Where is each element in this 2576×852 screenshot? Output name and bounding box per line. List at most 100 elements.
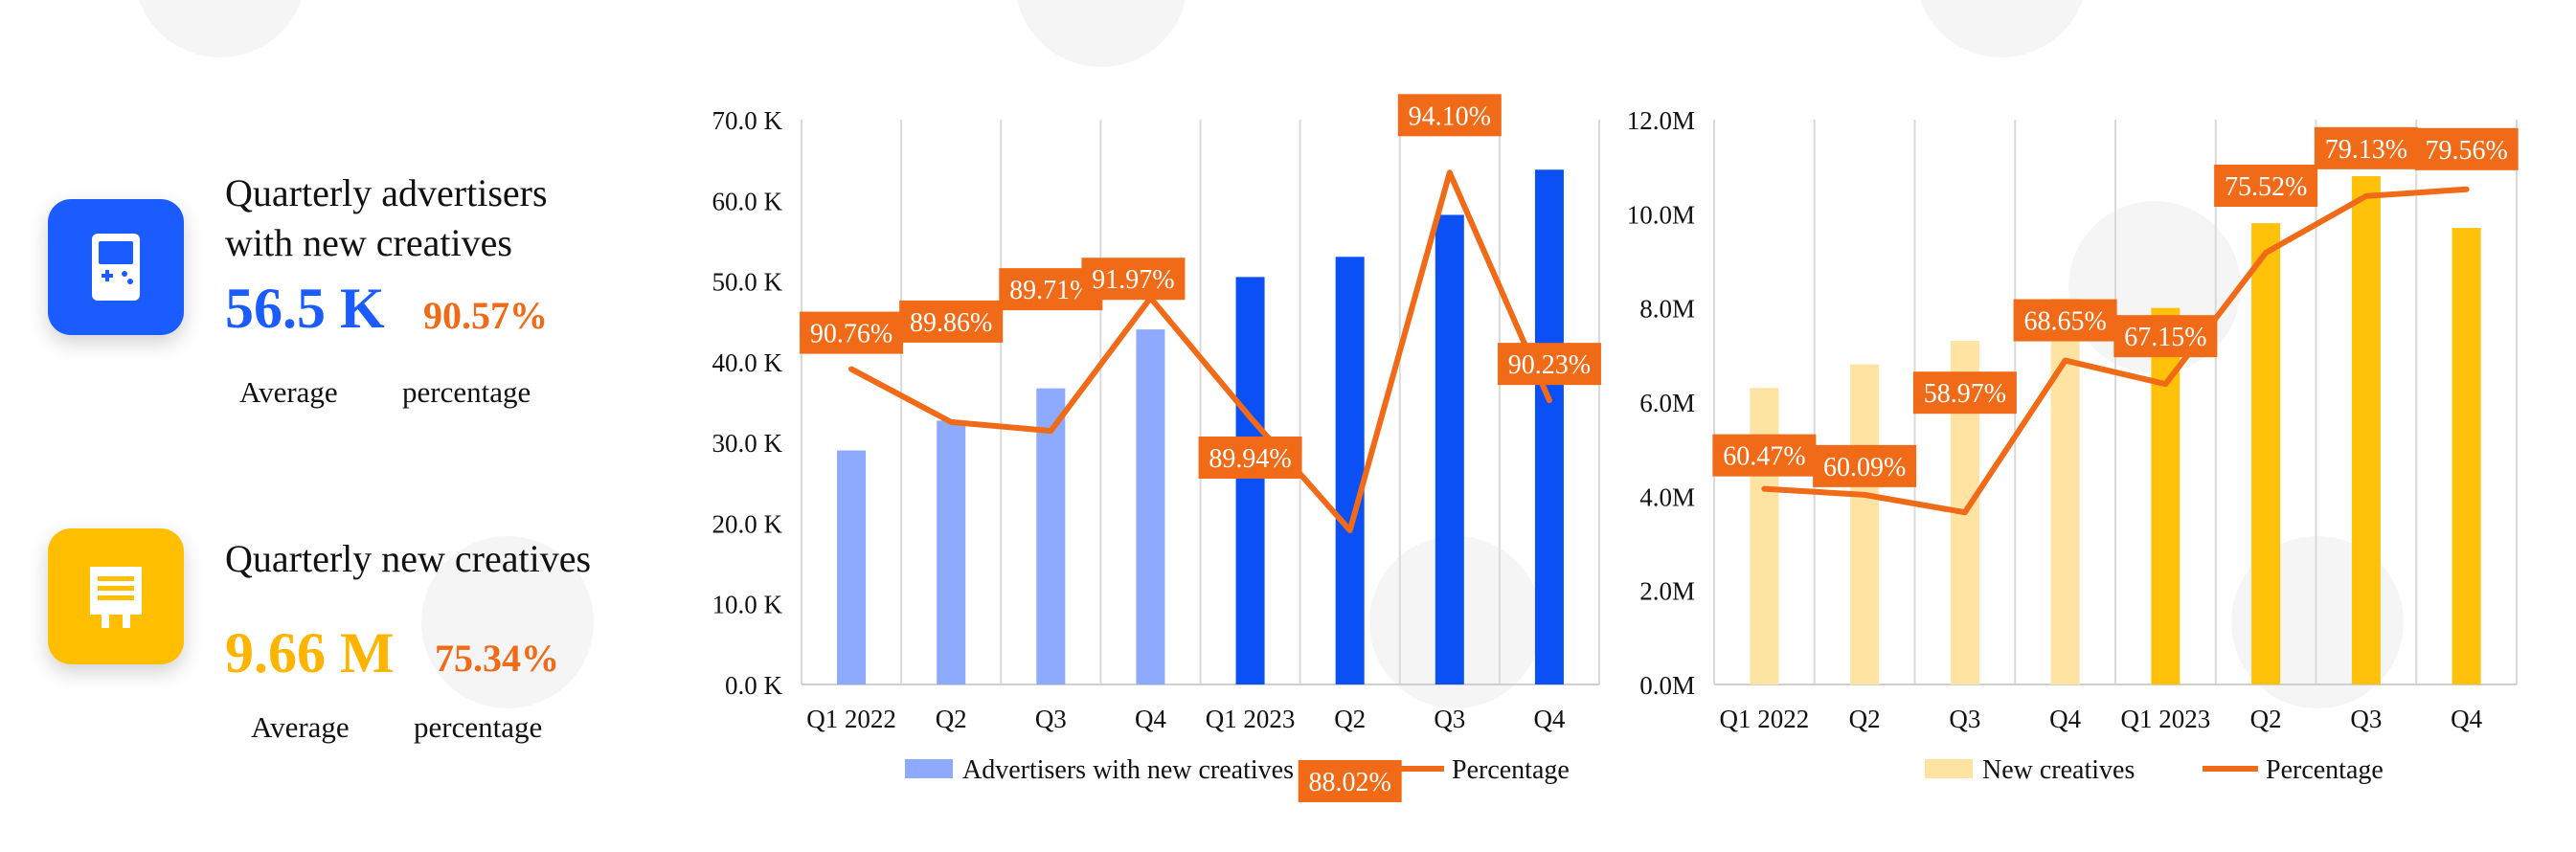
x-tick-label: Q2 — [936, 705, 967, 733]
kpi-title: Quarterly advertisers with new creatives — [225, 171, 548, 264]
y-tick-label: 8.0M — [1639, 295, 1695, 324]
data-label-box — [899, 300, 1004, 343]
bar — [2452, 228, 2481, 685]
watermark-logo — [134, 0, 306, 57]
y-tick-label: 6.0M — [1639, 389, 1695, 417]
bar — [1435, 214, 1464, 684]
bar — [837, 450, 867, 684]
data-label: 89.71% — [1009, 276, 1092, 305]
data-label-box — [2314, 126, 2418, 169]
bar — [1036, 388, 1066, 684]
data-label-box — [1397, 94, 1502, 137]
data-label-box — [800, 311, 904, 354]
data-label-box — [1497, 343, 1601, 386]
data-label-box — [2113, 315, 2218, 358]
data-label: 75.52% — [2225, 172, 2307, 202]
data-label-box — [1081, 258, 1186, 301]
data-label: 90.23% — [1508, 350, 1591, 380]
kpi-average-label: Average — [239, 375, 338, 409]
data-label-box — [2013, 299, 2117, 342]
bar — [2351, 176, 2381, 684]
x-tick-label: Q4 — [2451, 705, 2482, 733]
x-tick-label: Q1 2023 — [2121, 705, 2211, 733]
bar — [1335, 257, 1365, 684]
creatives-chart: 0.0M 2.0M 4.0M 6.0M 8.0M 10.0M 12.0M Q1 2022 Q2 Q… — [1627, 106, 2519, 785]
y-tick-label: 2.0M — [1639, 577, 1695, 606]
x-tick-label: Q1 2022 — [1720, 705, 1810, 733]
bar — [2251, 223, 2281, 684]
data-label-box — [1298, 759, 1402, 802]
game-console-icon — [48, 199, 184, 335]
bar — [2151, 307, 2181, 684]
data-label: 60.09% — [1823, 453, 1906, 482]
bar — [2050, 298, 2080, 684]
legend-label: Advertisers with new creatives — [962, 755, 1294, 785]
y-tick-label: 12.0M — [1627, 106, 1695, 135]
bar — [937, 420, 966, 684]
kpi-percentage-value: 90.57% — [423, 294, 548, 337]
data-label: 79.56% — [2425, 136, 2507, 166]
x-tick-label: Q3 — [1035, 705, 1067, 733]
x-tick-label: Q4 — [1135, 705, 1166, 733]
bar — [1136, 329, 1165, 684]
data-label: 94.10% — [1409, 101, 1491, 131]
data-label: 89.86% — [910, 308, 992, 338]
y-tick-label: 40.0 K — [712, 348, 783, 377]
x-tick-label: Q3 — [2350, 705, 2382, 733]
advertisers-chart: 0.0 K 10.0 K 20.0 K 30.0 K 40.0 K 50.0 K 60.0 … — [712, 94, 1601, 802]
data-label: 68.65% — [2023, 307, 2106, 337]
kpi-average-value: 56.5 K — [225, 277, 385, 340]
x-tick-label: Q3 — [1949, 705, 1980, 733]
kpi-average-value: 9.66 M — [225, 621, 395, 684]
kpi-average-label: Average — [251, 710, 350, 744]
bar — [1850, 364, 1880, 684]
x-tick-label: Q2 — [2250, 705, 2282, 733]
x-tick-label: Q4 — [1533, 705, 1565, 733]
data-label: 90.76% — [810, 320, 893, 349]
y-tick-label: 4.0M — [1639, 482, 1695, 511]
y-tick-label: 30.0 K — [712, 429, 783, 458]
watermark-logo — [421, 536, 594, 708]
x-tick-label: Q1 2022 — [806, 705, 896, 733]
x-tick-label: Q2 — [1849, 705, 1881, 733]
bar — [1750, 388, 1779, 684]
data-label: 79.13% — [2325, 135, 2407, 165]
legend-swatch — [905, 759, 953, 778]
data-label: 58.97% — [1924, 379, 2006, 409]
data-label: 91.97% — [1092, 265, 1174, 295]
data-label-box — [1198, 436, 1302, 479]
percentage-line — [1761, 186, 2470, 516]
data-label: 89.94% — [1209, 444, 1291, 474]
kpi-percentage-label: percentage — [402, 375, 531, 409]
percentage-line — [848, 169, 1552, 533]
y-tick-label: 0.0 K — [725, 671, 783, 700]
watermark-logo — [1915, 0, 2088, 57]
kpi-percentage-value: 75.34% — [435, 637, 559, 680]
x-tick-label: Q4 — [2049, 705, 2081, 733]
watermark-logo — [1015, 0, 1187, 67]
data-label: 88.02% — [1309, 768, 1391, 797]
y-tick-label: 50.0 K — [712, 268, 783, 297]
y-tick-label: 70.0 K — [712, 106, 783, 135]
y-tick-label: 60.0 K — [712, 187, 783, 215]
x-tick-label: Q2 — [1334, 705, 1366, 733]
data-label-box — [1712, 434, 1817, 477]
data-label: 67.15% — [2124, 323, 2206, 352]
bar — [1235, 277, 1265, 684]
x-tick-label: Q1 2023 — [1206, 705, 1296, 733]
y-tick-label: 0.0M — [1639, 671, 1695, 700]
legend-label: Percentage — [2266, 755, 2384, 785]
y-tick-label: 10.0M — [1627, 200, 1695, 229]
legend-label: New creatives — [1982, 755, 2135, 785]
bar — [1534, 169, 1564, 684]
data-label-box — [2214, 164, 2318, 207]
kpi-title: Quarterly new creatives — [225, 537, 592, 580]
creative-card-icon — [48, 528, 184, 664]
kpi-advertisers: Quarterly advertisers with new creatives… — [48, 163, 661, 431]
x-tick-label: Q3 — [1434, 705, 1465, 733]
kpi-percentage-label: percentage — [414, 710, 543, 744]
data-label-box — [2414, 127, 2519, 170]
y-tick-label: 10.0 K — [712, 591, 783, 619]
data-label-box — [1912, 371, 2017, 415]
legend-label: Percentage — [1452, 755, 1570, 785]
